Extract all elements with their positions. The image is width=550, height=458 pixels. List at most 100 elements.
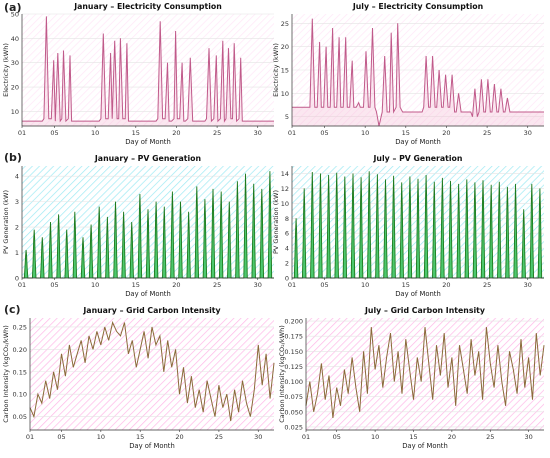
series-line — [29, 320, 275, 422]
x-tick-label: 10 — [91, 281, 99, 289]
series-line — [292, 18, 544, 127]
y-tick-label: 5 — [285, 113, 289, 121]
x-tick-label: 25 — [213, 281, 221, 289]
x-tick-label: 20 — [172, 281, 180, 289]
x-tick-label: 25 — [215, 433, 223, 441]
y-tick-label: 25 — [281, 20, 289, 28]
x-tick-label: 05 — [50, 129, 58, 137]
y-tick-label: 12 — [281, 185, 289, 193]
y-axis-label: Carbon Intensity (kgCO₂/kWh) — [278, 325, 286, 423]
x-tick-label: 10 — [97, 433, 105, 441]
series-line — [22, 16, 274, 123]
y-axis-label: Carbon Intensity (kgCO₂/kWh) — [2, 325, 10, 423]
y-tick-label: 0 — [15, 275, 19, 283]
y-tick-label: 4 — [15, 173, 19, 181]
y-tick-label: 0.175 — [284, 333, 303, 341]
x-tick-label: 20 — [448, 433, 456, 441]
chart-title: July – PV Generation — [373, 154, 463, 163]
plot-area — [306, 318, 544, 430]
series-area — [22, 16, 274, 126]
chart-title: July – Grid Carbon Intensity — [364, 306, 485, 315]
y-tick-label: 10 — [11, 108, 19, 116]
x-tick-label: 15 — [132, 281, 140, 289]
y-tick-label: 8 — [285, 215, 289, 223]
y-tick-label: 0.100 — [284, 378, 303, 386]
chart-jan-electricity: 10 20 30 40 50 01 05 10 15 20 25 30 January – Electr… — [2, 2, 274, 146]
x-tick-label: 01 — [26, 433, 34, 441]
y-tick-label: 0.20 — [13, 346, 27, 354]
x-tick-label: 01 — [18, 281, 26, 289]
x-tick-label: 15 — [402, 129, 410, 137]
chart-jul-carbon: 0.025 0.050 0.075 0.100 0.125 0.150 0.175 0.200… — [278, 306, 545, 450]
y-tick-label: 1 — [15, 249, 19, 257]
x-tick-label: 20 — [442, 281, 450, 289]
x-tick-label: 30 — [525, 433, 533, 441]
x-tick-label: 25 — [483, 129, 491, 137]
row-label-c: (c) — [4, 303, 21, 316]
row-label-b: (b) — [4, 151, 22, 164]
x-tick-label: 30 — [254, 281, 262, 289]
y-tick-label: 40 — [11, 35, 19, 43]
y-tick-label: 6 — [285, 230, 289, 238]
chart-title: January – PV Generation — [94, 154, 201, 163]
y-tick-label: 10 — [281, 200, 289, 208]
y-tick-label: 2 — [15, 224, 19, 232]
series-line — [305, 327, 545, 418]
x-tick-label: 10 — [361, 281, 369, 289]
series-line — [292, 171, 544, 279]
y-tick-label: 20 — [281, 43, 289, 51]
y-tick-label: 0.075 — [284, 393, 303, 401]
x-axis-label: Day of Month — [395, 138, 441, 146]
x-tick-label: 05 — [50, 281, 58, 289]
chart-jan-carbon: 0.05 0.10 0.15 0.20 0.25 01 05 10 15 20 25 30 Januar… — [2, 306, 275, 450]
y-tick-label: 0.15 — [13, 368, 27, 376]
chart-jul-electricity: 5 10 15 20 25 01 05 10 15 20 25 30 July – Electricit… — [272, 2, 544, 146]
y-axis-label: PV Generation (kW) — [2, 190, 10, 254]
x-tick-label: 15 — [402, 281, 410, 289]
y-tick-label: 0.150 — [284, 348, 303, 356]
chart-title: January – Grid Carbon Intensity — [82, 306, 220, 315]
chart-title: January – Electricity Consumption — [73, 2, 222, 11]
series-area — [22, 171, 274, 278]
row-label-a: (a) — [4, 1, 21, 14]
x-tick-label: 30 — [524, 129, 532, 137]
y-tick-label: 50 — [11, 11, 19, 19]
y-tick-label: 14 — [281, 170, 289, 178]
y-tick-label: 0.25 — [13, 323, 27, 331]
y-tick-label: 10 — [281, 90, 289, 98]
y-tick-label: 0.125 — [284, 363, 303, 371]
plot-area — [30, 318, 274, 430]
series-area — [292, 18, 544, 127]
x-axis-label: Day of Month — [395, 290, 441, 298]
y-tick-label: 0.200 — [284, 318, 303, 326]
x-tick-label: 20 — [172, 129, 180, 137]
y-tick-label: 0 — [285, 275, 289, 283]
x-tick-label: 25 — [483, 281, 491, 289]
x-tick-label: 05 — [320, 129, 328, 137]
y-axis-label: Electricity (kWh) — [272, 43, 280, 97]
y-tick-label: 15 — [281, 67, 289, 75]
x-tick-label: 01 — [288, 129, 296, 137]
x-tick-label: 05 — [57, 433, 65, 441]
x-tick-label: 25 — [486, 433, 494, 441]
y-tick-label: 4 — [285, 245, 289, 253]
y-tick-label: 0.050 — [284, 408, 303, 416]
x-tick-label: 20 — [442, 129, 450, 137]
x-axis-label: Day of Month — [129, 442, 175, 450]
x-tick-label: 20 — [175, 433, 183, 441]
x-axis-label: Day of Month — [125, 138, 171, 146]
y-tick-label: 0.10 — [13, 391, 27, 399]
y-tick-label: 2 — [285, 260, 289, 268]
x-tick-label: 01 — [18, 129, 26, 137]
series-area — [292, 171, 544, 278]
x-tick-label: 15 — [132, 129, 140, 137]
x-tick-label: 01 — [288, 281, 296, 289]
y-tick-label: 30 — [11, 59, 19, 67]
x-tick-label: 10 — [361, 129, 369, 137]
x-tick-label: 15 — [409, 433, 417, 441]
x-tick-label: 05 — [333, 433, 341, 441]
x-tick-label: 30 — [524, 281, 532, 289]
x-tick-label: 30 — [254, 433, 262, 441]
